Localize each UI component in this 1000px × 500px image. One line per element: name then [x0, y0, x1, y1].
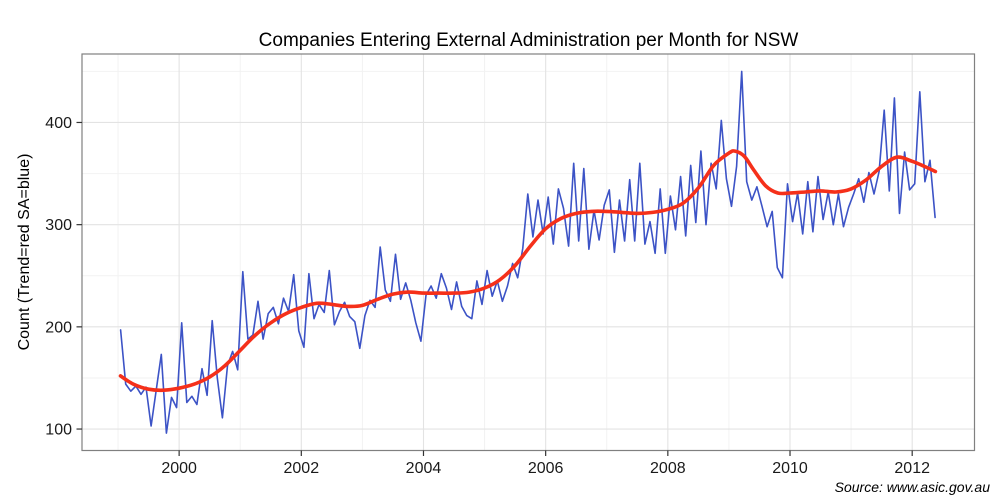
- y-tick-label: 200: [45, 319, 72, 336]
- x-tick-label: 2002: [284, 460, 320, 477]
- x-tick-label: 2004: [406, 460, 442, 477]
- source-note: Source: www.asic.gov.au: [834, 479, 990, 495]
- x-tick-label: 2008: [650, 460, 686, 477]
- chart-title: Companies Entering External Administrati…: [258, 30, 799, 51]
- x-tick-label: 2012: [894, 460, 930, 477]
- x-tick-label: 2010: [772, 460, 808, 477]
- trend-series-line: [118, 149, 938, 393]
- y-tick-label: 100: [45, 422, 72, 439]
- y-tick-label: 300: [45, 217, 72, 234]
- x-tick-label: 2000: [161, 460, 197, 477]
- x-tick-label: 2006: [528, 460, 564, 477]
- panel-border: [81, 53, 976, 452]
- sa-series-line: [119, 70, 936, 434]
- y-tick-label: 400: [45, 115, 72, 132]
